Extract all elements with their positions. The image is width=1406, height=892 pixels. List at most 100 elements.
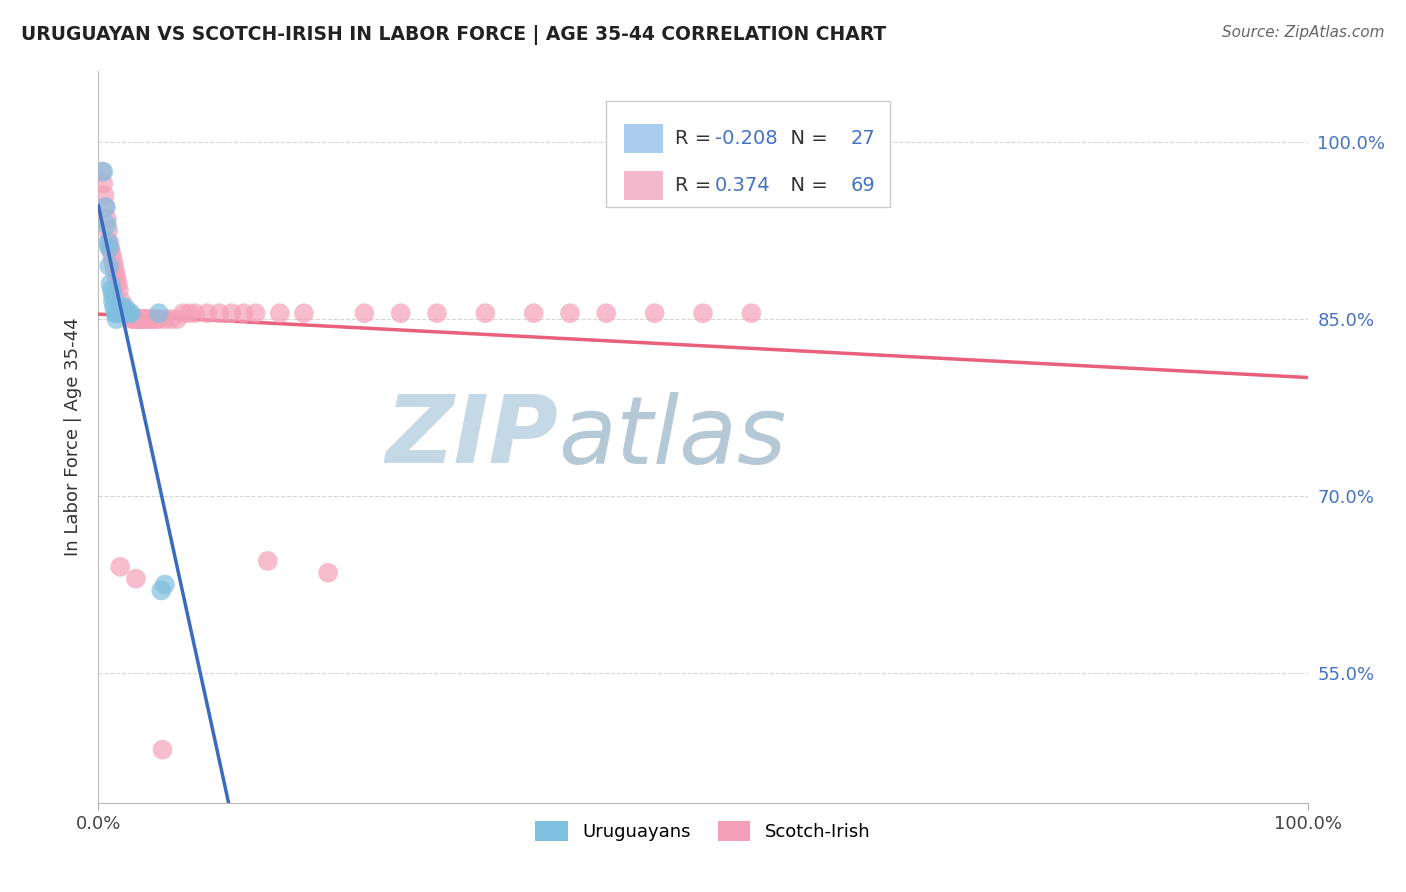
- Text: R =: R =: [675, 129, 717, 148]
- Scotch-Irish: [644, 306, 666, 320]
- Text: ZIP: ZIP: [385, 391, 558, 483]
- Scotch-Irish: [108, 283, 131, 297]
- Scotch-Irish: [129, 312, 152, 326]
- Uruguayans: [98, 259, 121, 273]
- Uruguayans: [107, 306, 129, 320]
- Scotch-Irish: [152, 742, 174, 756]
- Scotch-Irish: [128, 312, 150, 326]
- Text: 27: 27: [851, 129, 876, 148]
- Uruguayans: [153, 577, 176, 591]
- Scotch-Irish: [692, 306, 714, 320]
- Scotch-Irish: [104, 265, 127, 279]
- FancyBboxPatch shape: [606, 101, 890, 207]
- Scotch-Irish: [153, 312, 176, 326]
- Uruguayans: [101, 294, 124, 309]
- Uruguayans: [96, 218, 118, 232]
- Uruguayans: [110, 301, 132, 315]
- Scotch-Irish: [91, 164, 114, 178]
- Scotch-Irish: [353, 306, 375, 320]
- Scotch-Irish: [114, 305, 136, 319]
- Scotch-Irish: [118, 309, 141, 323]
- Scotch-Irish: [148, 312, 170, 326]
- Scotch-Irish: [142, 312, 165, 326]
- Scotch-Irish: [98, 235, 121, 250]
- Scotch-Irish: [103, 259, 125, 273]
- Scotch-Irish: [740, 306, 762, 320]
- Uruguayans: [100, 277, 122, 291]
- Scotch-Irish: [256, 554, 278, 568]
- Scotch-Irish: [94, 200, 117, 214]
- Scotch-Irish: [96, 211, 118, 226]
- Text: N =: N =: [778, 129, 834, 148]
- Scotch-Irish: [389, 306, 412, 320]
- Uruguayans: [120, 306, 142, 320]
- Legend: Uruguayans, Scotch-Irish: Uruguayans, Scotch-Irish: [529, 814, 877, 848]
- Scotch-Irish: [118, 310, 141, 324]
- Uruguayans: [97, 235, 120, 250]
- Uruguayans: [111, 306, 134, 320]
- Scotch-Irish: [166, 312, 188, 326]
- Scotch-Irish: [179, 306, 201, 320]
- Uruguayans: [112, 306, 135, 320]
- Scotch-Irish: [221, 306, 243, 320]
- Uruguayans: [117, 306, 139, 320]
- Scotch-Irish: [135, 312, 157, 326]
- Uruguayans: [118, 306, 141, 320]
- Uruguayans: [94, 200, 117, 214]
- Scotch-Irish: [93, 188, 115, 202]
- Scotch-Irish: [108, 559, 131, 574]
- Uruguayans: [150, 583, 173, 598]
- Text: N =: N =: [778, 176, 834, 194]
- Uruguayans: [105, 306, 128, 320]
- Scotch-Irish: [131, 312, 153, 326]
- Text: 0.374: 0.374: [716, 176, 770, 194]
- Text: URUGUAYAN VS SCOTCH-IRISH IN LABOR FORCE | AGE 35-44 CORRELATION CHART: URUGUAYAN VS SCOTCH-IRISH IN LABOR FORCE…: [21, 25, 886, 45]
- Bar: [624, 124, 664, 153]
- Text: R =: R =: [675, 176, 717, 194]
- Scotch-Irish: [100, 247, 122, 261]
- Scotch-Irish: [127, 312, 149, 326]
- Scotch-Irish: [97, 224, 120, 238]
- Text: 69: 69: [851, 176, 876, 194]
- Scotch-Irish: [112, 302, 135, 317]
- Uruguayans: [104, 306, 127, 320]
- Uruguayans: [91, 164, 114, 178]
- Scotch-Irish: [107, 277, 129, 291]
- Scotch-Irish: [134, 312, 156, 326]
- Uruguayans: [98, 241, 121, 255]
- Scotch-Irish: [121, 312, 143, 326]
- Scotch-Irish: [143, 312, 166, 326]
- Scotch-Irish: [184, 306, 207, 320]
- Scotch-Irish: [138, 312, 160, 326]
- Scotch-Irish: [172, 306, 194, 320]
- Scotch-Irish: [558, 306, 581, 320]
- Scotch-Irish: [195, 306, 218, 320]
- Uruguayans: [148, 306, 170, 320]
- Scotch-Irish: [269, 306, 291, 320]
- Scotch-Irish: [160, 312, 183, 326]
- Scotch-Irish: [115, 306, 138, 320]
- Scotch-Irish: [595, 306, 617, 320]
- Scotch-Irish: [125, 572, 148, 586]
- Scotch-Irish: [91, 177, 114, 191]
- Scotch-Irish: [135, 312, 157, 326]
- Uruguayans: [105, 312, 128, 326]
- Scotch-Irish: [124, 312, 146, 326]
- Scotch-Irish: [120, 310, 142, 325]
- Uruguayans: [100, 283, 122, 297]
- Scotch-Irish: [122, 312, 145, 326]
- Scotch-Irish: [292, 306, 315, 320]
- Scotch-Irish: [111, 301, 134, 315]
- Uruguayans: [101, 288, 124, 302]
- Scotch-Irish: [523, 306, 546, 320]
- Text: -0.208: -0.208: [716, 129, 778, 148]
- Scotch-Irish: [208, 306, 231, 320]
- Y-axis label: In Labor Force | Age 35-44: In Labor Force | Age 35-44: [63, 318, 82, 557]
- Uruguayans: [108, 306, 131, 320]
- Scotch-Irish: [132, 312, 155, 326]
- Text: atlas: atlas: [558, 392, 786, 483]
- Scotch-Irish: [105, 270, 128, 285]
- Scotch-Irish: [127, 312, 149, 326]
- Scotch-Irish: [117, 307, 139, 321]
- Uruguayans: [103, 301, 125, 315]
